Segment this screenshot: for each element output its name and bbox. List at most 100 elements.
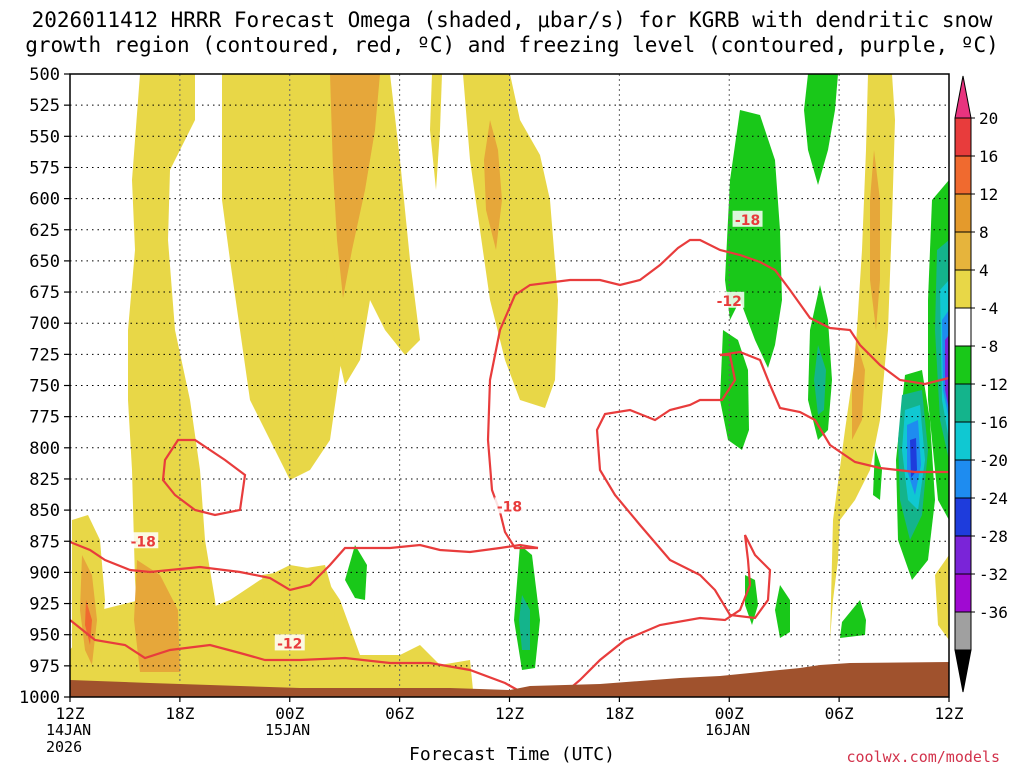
omega-purple-core-1 [945,335,949,410]
colorbar-label-6: -8 [979,337,998,356]
colorbar-bin-0 [954,75,972,119]
omega-yellow-right-1 [830,74,895,640]
chart-title-line1: 2026011412 HRRR Forecast Omega (shaded, … [31,8,993,32]
omega-yellow-column-2 [222,74,350,480]
x-tick-label-6: 00Z [715,704,744,723]
omega-green-blob-12 [873,448,882,500]
colorbar-bin-15 [954,649,972,693]
omega-green-blob-2 [720,330,749,450]
colorbar-label-1: 16 [979,147,998,166]
colorbar-label-0: 20 [979,109,998,128]
y-tick-label-925: 925 [29,595,60,615]
contour-label-2: -18 [497,499,522,515]
colorbar-bin-13 [954,573,972,613]
contour-lower-loop [559,353,772,697]
contour-label-bg-1 [274,634,305,651]
contour-minus18-small-loop [161,438,247,517]
chart-title-line2: growth region (contoured, red, ºC) and f… [25,33,999,57]
x-tick-label-2: 00Z [275,704,304,723]
y-tick-label-975: 975 [29,657,60,677]
colorbar-bin-9 [954,421,972,461]
colorbar-bin-1 [954,117,972,157]
colorbar-bin-3 [954,193,972,233]
y-tick-label-500: 500 [29,65,60,85]
date-label-14jan: 14JAN [46,721,92,739]
y-tick-label-875: 875 [29,532,60,552]
contour-minus18-low [70,540,539,592]
y-tick-label-575: 575 [29,158,60,178]
colorbar-label-4: 4 [979,261,989,280]
colorbar-label-3: 8 [979,223,989,242]
colorbar-label-11: -28 [979,527,1008,546]
contour-label-bg-3 [732,210,763,227]
x-tick-label-0: 12Z [56,704,85,723]
contour-label-0: -18 [131,534,156,550]
terrain [70,662,949,697]
colorbar: 20 16 12 8 4 -4 -8 -12 -16 -20 -24 -28 -32 -36 [954,75,1008,693]
dgz-contours [70,238,949,697]
x-axis-title: Forecast Time (UTC) [409,744,615,765]
colorbar-bin-2 [954,155,972,195]
colorbar-label-5: -4 [979,299,998,318]
colorbar-label-12: -32 [979,565,1008,584]
colorbar-bin-11 [954,497,972,537]
x-tick-label-7: 06Z [825,704,854,723]
contour-minus12-inner [719,350,949,474]
omega-yellow-right-2 [935,555,949,640]
x-tick-label-4: 12Z [495,704,524,723]
credit-link[interactable]: coolwx.com/models [846,748,1000,766]
contour-labels: -18 -12 -18 -18 -12 [128,210,763,652]
y-tick-label-775: 775 [29,408,60,428]
y-axis-labels: 500 525 550 575 600 625 650 675 700 725 750 775 800 8… [19,65,60,708]
plot-frame [69,73,950,698]
x-tick-label-8: 12Z [935,704,964,723]
y-tick-label-600: 600 [29,190,60,210]
colorbar-bin-5 [954,269,972,309]
colorbar-bin-4 [954,231,972,271]
omega-green-blob-11 [840,600,866,638]
omega-teal-core-2 [519,595,530,650]
contour-label-bg-0 [128,532,159,549]
x-axis-labels: 12Z 18Z 00Z 06Z 12Z 18Z 00Z 06Z 12Z [56,704,964,723]
contour-label-1: -12 [277,636,302,652]
omega-green-blob-1 [725,110,782,368]
contour-minus12-low [70,619,531,697]
y-tick-label-1000: 1000 [19,688,60,708]
colorbar-bin-10 [954,459,972,499]
colorbar-bin-8 [954,383,972,423]
colorbar-bin-7 [954,345,972,385]
colorbar-bin-6 [954,307,972,347]
omega-yellow-column-4 [430,74,442,190]
omega-orange-core-2 [484,120,502,250]
omega-yellow-column-1 [128,74,220,660]
contour-label-bg-2 [494,497,525,514]
y-tick-label-850: 850 [29,501,60,521]
colorbar-label-2: 12 [979,185,998,204]
omega-orange-core-5 [870,150,880,330]
omega-teal-core-1 [814,345,826,415]
contour-main-dgz [486,238,949,550]
x-tick-label-5: 18Z [605,704,634,723]
colorbar-bin-12 [954,535,972,575]
colorbar-label-10: -24 [979,489,1008,508]
omega-green-blob-10 [775,585,790,638]
contour-label-bg-4 [714,291,745,308]
colorbar-bin-14 [954,611,972,651]
y-tick-label-625: 625 [29,221,60,241]
omega-orange-core-1 [330,74,380,298]
colorbar-label-8: -16 [979,413,1008,432]
x-tick-label-3: 06Z [385,704,414,723]
y-tick-label-800: 800 [29,439,60,459]
omega-orange-core-6 [852,340,865,440]
y-tick-label-525: 525 [29,96,60,116]
y-tick-label-750: 750 [29,377,60,397]
colorbar-label-7: -12 [979,375,1008,394]
y-tick-label-550: 550 [29,127,60,147]
y-tick-label-725: 725 [29,345,60,365]
y-tick-label-825: 825 [29,470,60,490]
date-label-16jan: 16JAN [705,721,751,739]
colorbar-label-9: -20 [979,451,1008,470]
omega-orange-core-3 [134,560,180,672]
date-label-15jan: 15JAN [265,721,311,739]
